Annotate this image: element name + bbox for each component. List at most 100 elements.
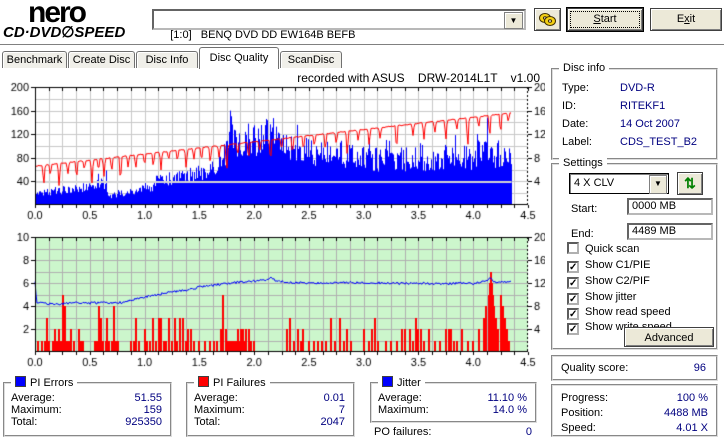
tab-scandisc[interactable]: ScanDisc xyxy=(280,51,342,68)
table-row: Total: 925350 xyxy=(11,416,162,428)
table-row: Maximum: 14.0 % xyxy=(378,404,527,416)
checkbox-label: Show read speed xyxy=(585,306,671,318)
exit-button-label-u: x xyxy=(684,13,690,25)
checkbox-label: Show C2/PIF xyxy=(585,275,650,287)
tab-benchmark[interactable]: Benchmark xyxy=(2,51,67,68)
progress-label: Progress: xyxy=(561,392,609,404)
disc-id-row: ID: RITEKF1 xyxy=(562,100,708,112)
end-position-field[interactable]: 4489 MB xyxy=(627,223,713,240)
start-button-label-rest: tart xyxy=(600,13,617,25)
jitter-title-text: Jitter xyxy=(397,377,421,389)
logo-text-left: CD·DVD xyxy=(3,24,62,41)
jitter-legend-icon xyxy=(382,376,393,387)
stat-label: Total: xyxy=(11,416,38,428)
checkbox-show-read-speed[interactable]: ✓ Show read speed xyxy=(567,306,671,320)
logo-text-right: SPEED xyxy=(74,24,126,41)
tab-disc-info[interactable]: Disc Info xyxy=(136,51,198,68)
stat-value: 14.0 % xyxy=(492,404,527,416)
start-position-field[interactable]: 0000 MB xyxy=(627,198,713,215)
drive-selector-value: [1:0] BENQ DVD DD EW164B BEFB xyxy=(170,29,356,41)
quality-score-value: 96 xyxy=(693,362,706,374)
pi-errors-group: PI Errors Average: 51.55 Maximum: 159 Tota… xyxy=(3,376,172,437)
progress-panel: Progress: 100 % Position: 4488 MB Speed: 4.… xyxy=(551,384,718,437)
pi-errors-title-text: PI Errors xyxy=(30,377,74,389)
scan-speed-select[interactable]: 4 X CLV ▼ xyxy=(569,173,669,194)
checkbox-label: Quick scan xyxy=(585,243,640,255)
stat-value: 2047 xyxy=(320,416,345,428)
refresh-icon: ⇅ xyxy=(684,175,696,191)
quality-score-label: Quality score: xyxy=(561,362,629,374)
stat-value: 51.55 xyxy=(134,392,162,404)
chevron-down-icon[interactable]: ▼ xyxy=(649,175,667,194)
disc-info-button[interactable] xyxy=(534,8,561,31)
quality-charts-canvas xyxy=(0,70,545,375)
stat-label: Maximum: xyxy=(378,404,429,416)
position-value: 4488 MB xyxy=(663,407,708,419)
checkbox-show-c2-pif[interactable]: ✓ Show C2/PIF xyxy=(567,275,650,289)
disc-date-row: Date: 14 Oct 2007 xyxy=(562,118,708,130)
disc-label-value: CDS_TEST_B2 xyxy=(620,136,698,148)
disc-label-label: Label: xyxy=(562,136,592,148)
checkbox-show-jitter[interactable]: ✓ Show jitter xyxy=(567,291,636,305)
jitter-group: Jitter Average: 11.10 % Maximum: 14.0 % xyxy=(370,376,537,423)
stat-label: Total: xyxy=(194,416,221,428)
stat-value: 11.10 % xyxy=(487,392,527,404)
disc-glyph-icon: ∅ xyxy=(61,24,75,41)
table-row: Maximum: 159 xyxy=(11,404,162,416)
stat-label: Maximum: xyxy=(11,404,62,416)
disc-id-label: ID: xyxy=(562,100,577,112)
position-label: Position: xyxy=(561,407,604,419)
chevron-down-icon[interactable]: ▼ xyxy=(504,12,523,29)
start-position-label: Start: xyxy=(571,203,598,215)
po-failures-value: 0 xyxy=(525,426,532,438)
checkbox-box[interactable]: ✓ xyxy=(567,293,579,305)
speed-row: Speed: 4.01 X xyxy=(561,422,708,434)
quality-score-panel: Quality score: 96 xyxy=(551,355,718,381)
advanced-button[interactable]: Advanced xyxy=(624,327,714,347)
disc-info-group: Disc info Type: DVD-R ID: RITEKF1 Date: 14 … xyxy=(551,62,718,160)
header-separator xyxy=(0,44,724,48)
stat-value: 925350 xyxy=(125,416,162,428)
stat-value: 159 xyxy=(143,404,162,416)
table-row: Average: 51.55 xyxy=(11,392,162,404)
disc-type-value: DVD-R xyxy=(620,82,655,94)
disc-type-row: Type: DVD-R xyxy=(562,82,708,94)
position-row: Position: 4488 MB xyxy=(561,407,708,419)
tab-create-disc[interactable]: Create Disc xyxy=(68,51,135,68)
checkbox-box[interactable] xyxy=(567,242,579,254)
table-row: Average: 11.10 % xyxy=(378,392,527,404)
checkbox-show-c1-pie[interactable]: ✓ Show C1/PIE xyxy=(567,259,650,273)
checkbox-box[interactable]: ✓ xyxy=(567,308,579,320)
stat-label: Average: xyxy=(378,392,422,404)
speed-value: 4.01 X xyxy=(676,422,708,434)
progress-value: 100 % xyxy=(676,392,708,404)
disc-date-value: 14 Oct 2007 xyxy=(620,118,680,130)
checkbox-quick-scan[interactable]: Quick scan xyxy=(567,242,639,256)
end-position-label: End: xyxy=(571,228,594,240)
checkbox-box[interactable]: ✓ xyxy=(567,261,579,273)
pi-failures-title: PI Failures xyxy=(194,376,270,389)
disc-id-value: RITEKF1 xyxy=(620,100,666,112)
pi-errors-legend-icon xyxy=(15,376,26,387)
drive-selector[interactable]: [1:0] BENQ DVD DD EW164B BEFB ▼ xyxy=(152,9,526,41)
disc-type-label: Type: xyxy=(562,82,589,94)
progress-row: Progress: 100 % xyxy=(561,392,708,404)
table-row: Maximum: 7 xyxy=(194,404,345,416)
table-row: Total: 2047 xyxy=(194,416,345,428)
checkbox-box[interactable]: ✓ xyxy=(567,323,579,335)
start-button[interactable]: Start xyxy=(567,8,643,31)
checkbox-label: Show jitter xyxy=(585,291,637,303)
stat-value: 7 xyxy=(338,404,345,416)
stat-label: Maximum: xyxy=(194,404,245,416)
checkbox-box[interactable]: ✓ xyxy=(567,277,579,289)
table-row: Average: 0.01 xyxy=(194,392,345,404)
pi-failures-title-text: PI Failures xyxy=(213,377,266,389)
refresh-button[interactable]: ⇅ xyxy=(677,172,703,195)
exit-button[interactable]: Exit xyxy=(650,8,722,31)
checkbox-label: Show C1/PIE xyxy=(585,259,651,271)
exit-button-label-pre: E xyxy=(676,13,685,25)
pi-failures-legend-icon xyxy=(198,376,209,387)
jitter-title: Jitter xyxy=(378,376,425,389)
tab-disc-quality[interactable]: Disc Quality xyxy=(199,47,279,69)
